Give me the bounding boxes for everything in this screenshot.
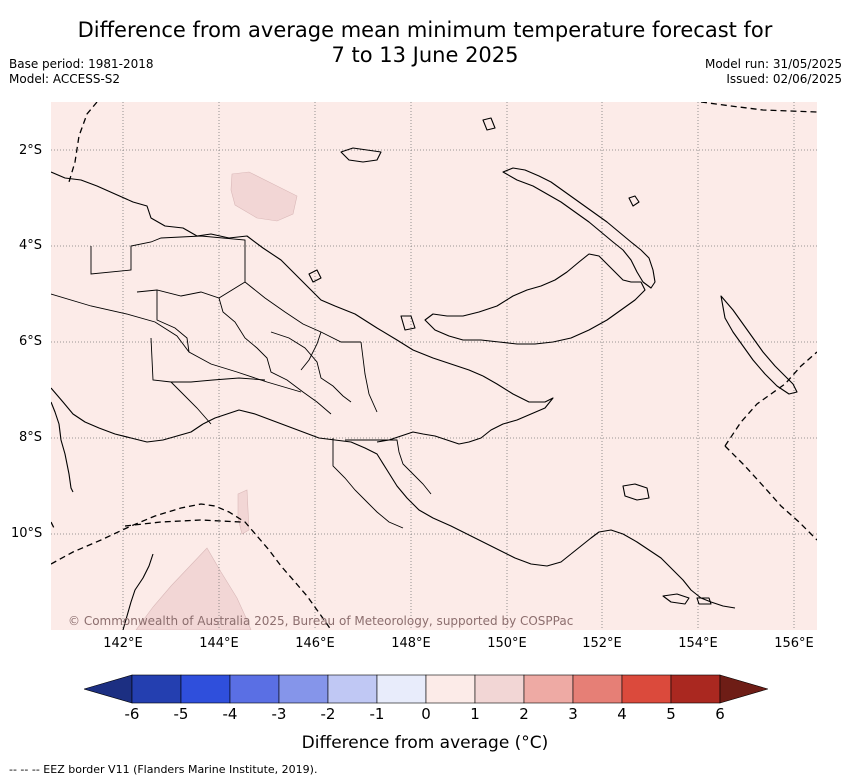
lat-label-4s: 4°S [19, 238, 43, 253]
eez-south [724, 445, 817, 541]
island-small-2 [400, 315, 416, 331]
colorbar-tick-label: 2 [519, 705, 529, 723]
coastline-bougainville [720, 295, 798, 395]
map-title: Difference from average mean minimum tem… [0, 18, 850, 68]
colorbar-swatch-7 [425, 674, 476, 704]
colorbar-swatch-below-min [84, 674, 133, 704]
colorbar-swatches [84, 674, 768, 704]
lon-label-144e: 144°E [199, 636, 239, 651]
lon-label-148e: 148°E [391, 636, 431, 651]
lat-label-2s: 2°S [19, 143, 43, 158]
copyright-notice: © Commonwealth of Australia 2025, Bureau… [68, 614, 573, 628]
border-4 [170, 381, 212, 425]
colorbar-swatch-9 [523, 674, 574, 704]
colorbar-tick-label: -5 [173, 705, 189, 723]
coastline-new-guinea-north [51, 171, 484, 377]
title-line-1: Difference from average mean minimum tem… [77, 18, 773, 42]
island-louisiades [662, 593, 690, 605]
border-5 [156, 290, 190, 353]
border-11 [332, 438, 404, 529]
lat-label-10s: 10°S [11, 526, 43, 541]
colorbar-tick-label: 3 [568, 705, 578, 723]
eez-northwest [68, 102, 98, 183]
model-name: Model: ACCESS-S2 [9, 72, 121, 86]
border-10 [360, 341, 378, 413]
lon-label-150e: 150°E [487, 636, 527, 651]
colorbar-swatch-11 [621, 674, 672, 704]
colorbar-swatch-6 [376, 674, 427, 704]
border-9 [300, 331, 322, 371]
colorbar-tick-label: -2 [320, 705, 336, 723]
map-panel: © Commonwealth of Australia 2025, Bureau… [51, 102, 817, 630]
colorbar-tick-label: 1 [470, 705, 480, 723]
eez-north [700, 102, 817, 113]
colorbar-tick-label: 5 [666, 705, 676, 723]
base-period: Base period: 1981-2018 [9, 57, 154, 71]
colorbar-tick-label: 6 [715, 705, 725, 723]
colorbar [84, 674, 768, 704]
model-run: Model run: 31/05/2025 [704, 57, 842, 71]
lon-label-146e: 146°E [295, 636, 335, 651]
eez-west-sea [51, 521, 56, 531]
title-line-2: 7 to 13 June 2025 [331, 43, 519, 67]
colorbar-tick-label: 4 [617, 705, 627, 723]
lat-label-6s: 6°S [19, 334, 43, 349]
gridlines [51, 102, 817, 630]
border-8 [270, 331, 352, 403]
meta-right: Model run: 31/05/2025 Issued: 02/06/2025 [705, 57, 842, 87]
coastlines [51, 117, 798, 630]
border-7 [244, 281, 361, 343]
eez-legend-footer: -- -- -- EEZ border V11 (Flanders Marine… [9, 763, 318, 776]
island-small-3 [308, 269, 322, 283]
island-small-4 [482, 117, 496, 131]
colorbar-tick-label: -1 [369, 705, 385, 723]
colorbar-swatch-10 [572, 674, 623, 704]
colorbar-swatch-8 [474, 674, 525, 704]
colorbar-swatch-above-max [719, 674, 768, 704]
colorbar-swatch-1 [131, 674, 182, 704]
border-12 [345, 439, 432, 495]
colorbar-tick-label: 0 [421, 705, 431, 723]
colorbar-label: Difference from average (°C) [301, 733, 549, 753]
island-small-1 [628, 195, 640, 207]
coastline-new-britain [424, 253, 646, 345]
lon-label-156e: 156°E [774, 636, 814, 651]
coastline-papua-peninsula [376, 375, 554, 445]
eez-borders [51, 102, 817, 630]
map-background [51, 102, 817, 630]
lat-label-8s: 8°S [19, 430, 43, 445]
colorbar-tick-label: -6 [124, 705, 140, 723]
colorbar-swatch-5 [327, 674, 378, 704]
colorbar-swatch-4 [278, 674, 329, 704]
coastline-manus [340, 147, 382, 163]
coastline-cape-york [122, 553, 154, 630]
colorbar-tick-label: -3 [271, 705, 287, 723]
issued-date: Issued: 02/06/2025 [726, 72, 842, 86]
eez-southwest [51, 503, 332, 630]
lon-label-142e: 142°E [103, 636, 143, 651]
eez-east [724, 351, 817, 447]
border-6 [218, 297, 332, 415]
colorbar-swatch-12 [670, 674, 721, 704]
border-1 [90, 235, 246, 299]
border-2 [51, 293, 302, 393]
island-goodenough [622, 483, 650, 501]
coastline-gulf [202, 409, 572, 567]
colorbar-swatch-2 [180, 674, 231, 704]
anomaly-patch-coral-sea [135, 547, 252, 630]
coastline-western [51, 401, 74, 493]
coastline-milne-bay [570, 529, 736, 609]
island-trobriand [696, 597, 712, 605]
coastline-new-ireland [502, 167, 656, 289]
colorbar-swatch-3 [229, 674, 280, 704]
lon-label-154e: 154°E [678, 636, 718, 651]
border-3 [150, 337, 266, 383]
lon-label-152e: 152°E [582, 636, 622, 651]
anomaly-patch-bismarck-sea [230, 171, 298, 222]
province-borders [51, 235, 432, 529]
colorbar-tick-label: -4 [222, 705, 238, 723]
meta-left: Base period: 1981-2018 Model: ACCESS-S2 [9, 57, 154, 87]
coastline-south-fly [51, 387, 204, 443]
anomaly-patches [135, 171, 298, 630]
